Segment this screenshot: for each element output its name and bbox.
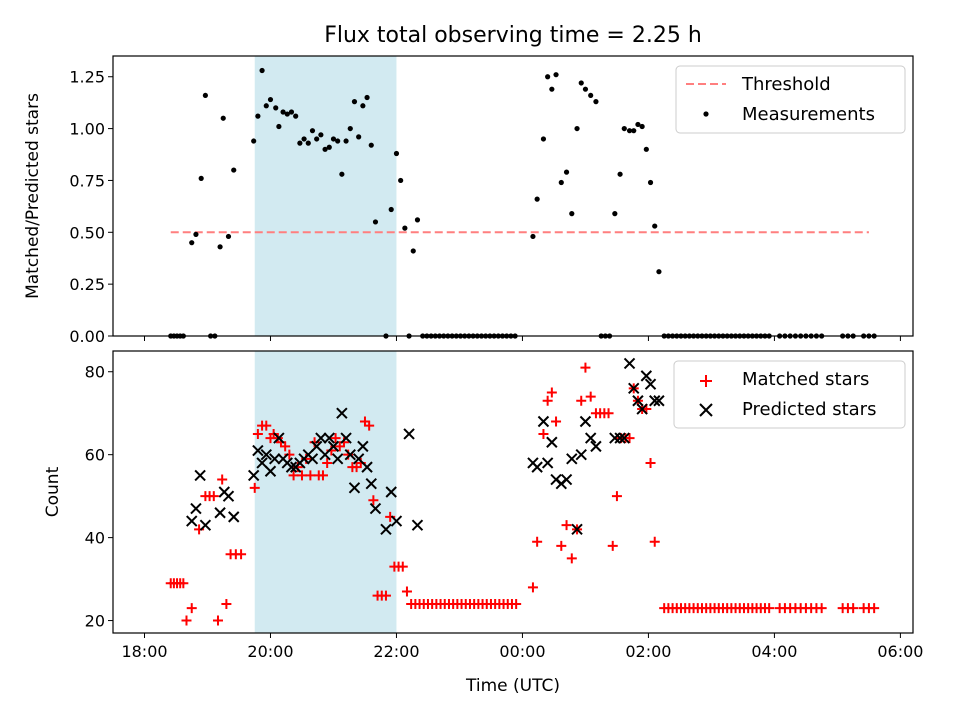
legend-measurements-label: Measurements (742, 104, 875, 125)
measurement-point (640, 124, 645, 129)
measurement-point (369, 143, 374, 148)
measurement-point (373, 219, 378, 224)
measurement-point (593, 99, 598, 104)
measurement-point (343, 138, 348, 143)
y-tick-label: 0.75 (69, 171, 105, 190)
measurement-point (612, 211, 617, 216)
legend-threshold-label: Threshold (741, 74, 831, 95)
measurement-point (276, 124, 281, 129)
measurement-point (356, 134, 361, 139)
measurement-point (335, 138, 340, 143)
measurement-point (203, 93, 208, 98)
measurement-point (364, 95, 369, 100)
x-tick-label: 20:00 (247, 642, 293, 661)
legend-predicted-label: Predicted stars (742, 399, 876, 420)
measurement-point (631, 128, 636, 133)
measurement-point (318, 132, 323, 137)
measurement-point (193, 232, 198, 237)
x-axis-label: Time (UTC) (465, 676, 560, 696)
measurement-point (530, 234, 535, 239)
measurement-point (656, 269, 661, 274)
measurement-point (652, 223, 657, 228)
measurement-point (535, 197, 540, 202)
y-tick-label: 20 (85, 612, 105, 631)
measurement-point (314, 136, 319, 141)
y-tick-label: 80 (85, 363, 105, 382)
measurement-point (255, 114, 260, 119)
measurement-point (622, 126, 627, 131)
measurement-point (553, 72, 558, 77)
measurement-point (226, 234, 231, 239)
top-legend: Threshold Measurements (676, 66, 905, 133)
measurement-point (360, 103, 365, 108)
x-tick-label: 02:00 (625, 642, 671, 661)
measurement-point (579, 80, 584, 85)
measurement-point (217, 244, 222, 249)
measurement-point (297, 141, 302, 146)
y-tick-label: 0.25 (69, 275, 105, 294)
x-tick-label: 04:00 (751, 642, 797, 661)
top-shaded-interval (255, 56, 397, 336)
shaded-interval-band (255, 56, 397, 336)
y-tick-label: 0.50 (69, 223, 105, 242)
measurement-point (402, 226, 407, 231)
top-y-axis-label: Matched/Predicted stars (23, 93, 43, 299)
bottom-y-axis-label: Count (43, 466, 63, 517)
measurement-point (289, 109, 294, 114)
measurement-point (411, 248, 416, 253)
y-tick-label: 1.25 (69, 68, 105, 87)
measurement-point (231, 167, 236, 172)
measurement-point (348, 126, 353, 131)
bottom-legend: Matched stars Predicted stars (674, 361, 905, 428)
measurement-point (293, 114, 298, 119)
measurement-point (545, 74, 550, 79)
measurement-point (389, 207, 394, 212)
measurement-point (574, 126, 579, 131)
measurement-point (549, 87, 554, 92)
measurement-point (251, 138, 256, 143)
measurement-point (569, 211, 574, 216)
measurement-point (327, 145, 332, 150)
measurement-point (273, 105, 278, 110)
measurement-point (339, 172, 344, 177)
measurement-point (310, 128, 315, 133)
legend-measurements-swatch (703, 111, 708, 116)
measurement-point (306, 141, 311, 146)
measurement-point (259, 68, 264, 73)
y-tick-label: 1.00 (69, 120, 105, 139)
measurement-point (559, 180, 564, 185)
x-tick-label: 22:00 (373, 642, 419, 661)
measurement-point (541, 136, 546, 141)
measurement-point (398, 178, 403, 183)
measurement-point (617, 172, 622, 177)
chart-title: Flux total observing time = 2.25 h (324, 23, 702, 48)
legend-matched-label: Matched stars (742, 369, 869, 390)
x-tick-label: 18:00 (121, 642, 167, 661)
measurement-point (199, 176, 204, 181)
measurement-point (564, 170, 569, 175)
measurement-point (588, 93, 593, 98)
measurement-point (352, 99, 357, 104)
shaded-interval-band (255, 351, 397, 633)
measurement-point (394, 151, 399, 156)
y-tick-label: 0.00 (69, 327, 105, 346)
measurement-point (264, 103, 269, 108)
measurement-point (583, 87, 588, 92)
y-tick-label: 60 (85, 446, 105, 465)
chart-figure: Flux total observing time = 2.25 h 0.00 0… (0, 0, 960, 720)
measurement-point (644, 147, 649, 152)
y-tick-label: 40 (85, 529, 105, 548)
measurement-point (189, 240, 194, 245)
measurement-point (268, 97, 273, 102)
x-tick-label: 00:00 (499, 642, 545, 661)
bottom-shaded-interval (255, 351, 397, 633)
measurement-point (415, 217, 420, 222)
x-tick-label: 06:00 (877, 642, 923, 661)
measurement-point (648, 180, 653, 185)
measurement-point (301, 136, 306, 141)
measurement-point (221, 116, 226, 121)
